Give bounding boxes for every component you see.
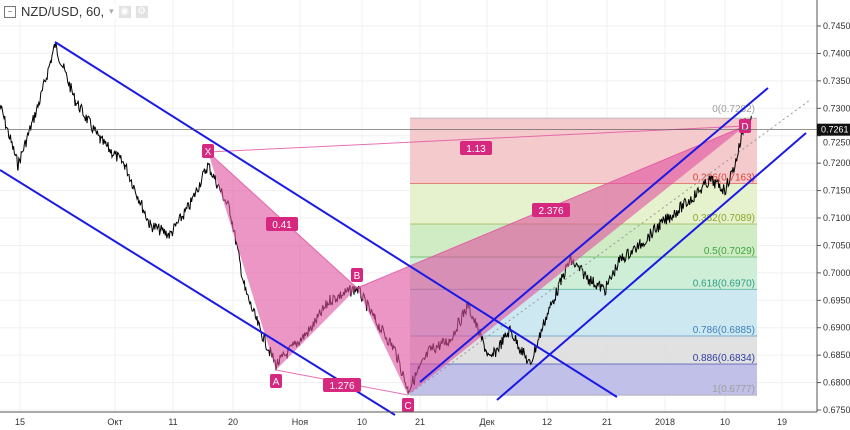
fib-level-label: 0.618(0.6970) (693, 278, 755, 289)
time-tick-label: 21 (602, 417, 612, 427)
fib-level-label: 0.786(0.6885) (693, 325, 755, 336)
time-tick-label: Окт (107, 417, 122, 427)
pattern-bcd-fill (357, 126, 745, 395)
ratio-badge-abc (323, 378, 361, 392)
ratio-label: 0.41 (272, 220, 292, 231)
time-tick-label: 20 (228, 417, 238, 427)
time-tick-label: 21 (415, 417, 425, 427)
fib-level-label: 0.886(0.6834) (693, 353, 755, 364)
eye-icon[interactable]: ◉ (118, 5, 131, 18)
ratio-label: 2.376 (538, 206, 563, 217)
price-axis (817, 0, 850, 430)
pattern-point-x (202, 144, 214, 158)
fib-band (410, 363, 757, 396)
ratio-badge-bcd (532, 203, 570, 217)
time-tick-label: 2018 (655, 417, 675, 427)
price-tick-label: 0.7100 (823, 213, 850, 223)
fib-level-label: 0.236(0.7163) (693, 172, 755, 183)
time-tick-label: 11 (168, 417, 177, 427)
channel-line (419, 87, 769, 383)
symbol-title[interactable]: NZD/USD, 60, (21, 4, 105, 19)
pattern-point-c (402, 398, 414, 412)
pattern-point-b (351, 268, 363, 282)
minus-square-icon[interactable]: − (4, 5, 16, 18)
pattern-point-a (270, 374, 282, 388)
chart-header: − NZD/USD, 60, ▾ ◉ ⚙ (4, 4, 148, 19)
chevron-down-icon[interactable]: ▾ (109, 6, 114, 16)
price-tick-label: 0.6900 (823, 323, 850, 333)
price-tick-label: 0.6750 (823, 405, 850, 415)
price-tick-label: 0.7300 (823, 103, 850, 113)
pattern-point-label: B (354, 271, 361, 282)
trend-dotted-line (407, 99, 811, 396)
pattern-line (207, 125, 746, 153)
gear-icon[interactable]: ⚙ (135, 5, 148, 18)
price-tick-label: 0.7450 (823, 21, 850, 31)
channel-line (54, 41, 618, 398)
ratio-label: 1.276 (329, 381, 354, 392)
pattern-xab-fill (208, 152, 357, 370)
fib-level-label: 1(0.6777) (712, 384, 755, 395)
fib-level-label: 0(0.7282) (712, 104, 755, 115)
price-tick-label: 0.7000 (823, 268, 850, 278)
pattern-point-label: C (404, 401, 411, 412)
price-tick-label: 0.6850 (823, 350, 850, 360)
price-tick-label: 0.7400 (823, 48, 850, 58)
time-tick-label: 10 (720, 417, 730, 427)
price-tick-label: 0.6800 (823, 378, 850, 388)
current-price-badge (817, 123, 850, 136)
fib-level-label: 0.382(0.7089) (693, 213, 755, 224)
pattern-point-label: A (273, 377, 280, 388)
channel-line (496, 132, 807, 401)
current-price-label: 0.7261 (821, 125, 849, 135)
channel-line (0, 169, 396, 416)
time-tick-label: 10 (357, 417, 367, 427)
price-tick-label: 0.7350 (823, 76, 850, 86)
time-tick-label: 15 (15, 417, 25, 427)
price-tick-label: 0.6950 (823, 295, 850, 305)
ratio-badge-xad (460, 141, 492, 155)
time-tick-label: Ноя (292, 417, 309, 427)
price-tick-label: 0.7250 (823, 138, 850, 148)
price-tick-label: 0.7050 (823, 240, 850, 250)
ratio-badge-xab (266, 217, 298, 231)
pattern-point-label: X (205, 147, 212, 158)
time-tick-label: Дек (479, 417, 494, 427)
time-tick-label: 12 (542, 417, 552, 427)
fib-level-label: 0.5(0.7029) (704, 246, 755, 257)
price-tick-label: 0.7200 (823, 158, 850, 168)
ratio-label: 1.13 (466, 144, 486, 155)
pattern-point-label: D (741, 122, 748, 133)
time-tick-label: 19 (777, 417, 787, 427)
price-tick-label: 0.7150 (823, 186, 850, 196)
